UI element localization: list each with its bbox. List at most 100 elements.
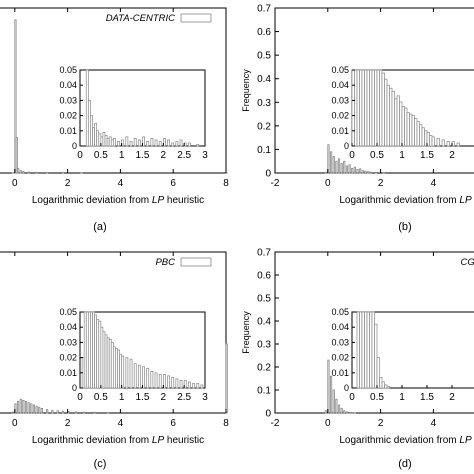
- inset-histogram-bar: [374, 323, 378, 389]
- x-tick-label: 2: [65, 178, 71, 189]
- inset-histogram-bar: [421, 127, 425, 147]
- histogram-bar: [225, 343, 228, 414]
- legend-label: DATA-CENTRIC: [106, 13, 175, 24]
- inset-x-tick-label: 2: [449, 392, 455, 403]
- histogram-bar: [351, 167, 354, 174]
- histogram-bar: [14, 403, 17, 414]
- inset-histogram-bar: [200, 384, 204, 389]
- histogram-bar: [345, 165, 348, 174]
- x-tick-label: 4: [431, 178, 437, 189]
- histogram-bar: [93, 411, 96, 414]
- inset-x-tick-label: 1: [399, 150, 405, 161]
- histogram-bar: [337, 158, 341, 174]
- x-axis-label: Logarithmic deviation from LP heuristic: [32, 195, 204, 206]
- panel-c: 0 2 4 6 8 Logarithmic deviation from LP heuri…: [0, 251, 229, 470]
- inset-y-tick-label: 0: [72, 141, 77, 151]
- x-tick-label: 2: [65, 418, 71, 429]
- x-tick-label: 6: [170, 418, 176, 429]
- inset-histogram-bar: [364, 69, 368, 147]
- inset-y-tick-label: 0.01: [331, 126, 349, 136]
- histogram-bar: [83, 411, 86, 414]
- inset-histogram-bar: [183, 380, 187, 389]
- inset-histogram-bar: [133, 138, 137, 147]
- inset-histogram-bar: [150, 370, 154, 389]
- inset-histogram-bar: [121, 139, 125, 147]
- x-axis-label-part: heuristic: [164, 195, 204, 206]
- inset-histogram-bar: [129, 141, 133, 147]
- inset-histogram-bar: [381, 381, 385, 389]
- histogram-bar: [340, 407, 343, 414]
- x-axis-label-part: Logarithmic deviation from: [32, 195, 152, 206]
- histogram-bar: [27, 402, 30, 414]
- x-axis-label: Logarithmic deviation from LP heuristic: [32, 435, 204, 446]
- histogram-bar: [56, 410, 59, 414]
- histogram-bar: [30, 403, 33, 414]
- histogram-bar: [332, 156, 335, 174]
- inset-y-tick-label: 0.02: [59, 353, 77, 363]
- inset-histogram-bar: [456, 142, 460, 147]
- x-tick-label: 4: [118, 418, 124, 429]
- inset-y-tick-label: 0.04: [59, 322, 77, 332]
- histogram-bar: [35, 171, 38, 174]
- y-tick-label: 0.1: [257, 386, 271, 397]
- histogram-bar: [335, 160, 338, 174]
- x-tick-label: 6: [170, 178, 176, 189]
- inset-y-tick-label: 0.02: [331, 353, 349, 363]
- inset-y-tick-label: 0.04: [331, 80, 349, 90]
- histogram-bar: [361, 170, 364, 174]
- inset-x-tick-label: 0.5: [94, 392, 108, 403]
- inset-histogram-bar: [381, 72, 385, 147]
- inset-histogram-bar: [356, 69, 360, 147]
- y-tick-label: 0.7: [257, 248, 271, 259]
- x-axis-label-part: heuri: [472, 435, 474, 446]
- inset-plot: 0 0.5 1 1.5 2 0 0.01 0.02 0.03 0.04 0.05: [331, 307, 474, 403]
- inset-histogram-bar: [369, 311, 373, 389]
- inset-x-tick-label: 0.5: [370, 150, 384, 161]
- inset-x-tick-label: 1.5: [136, 392, 150, 403]
- inset-x-tick-label: 1: [119, 392, 125, 403]
- inset-x-tick-label: 2.5: [177, 150, 191, 161]
- inset-histogram-bar: [446, 141, 450, 147]
- inset-histogram-bar: [125, 357, 129, 389]
- inset-histogram-bar: [399, 101, 403, 147]
- inset-histogram-bar: [129, 358, 133, 389]
- y-axis-label: Frequency: [241, 311, 251, 354]
- y-tick-label: 0.6: [257, 271, 271, 282]
- inset-histogram-bar: [384, 384, 388, 389]
- histogram-bar: [19, 170, 22, 174]
- inset-histogram-bar: [374, 69, 378, 147]
- histogram-bar: [17, 401, 20, 414]
- inset-x-tick-label: 1: [399, 392, 405, 403]
- inset-histogram-bar: [167, 139, 170, 147]
- inset-histogram-bar: [414, 118, 418, 147]
- legend-label: CGBC: [461, 257, 474, 268]
- inset-histogram-bar: [391, 90, 395, 147]
- histogram-bar: [340, 163, 343, 174]
- inset-histogram-bar: [376, 357, 380, 389]
- y-tick-label: 0.2: [257, 363, 271, 374]
- inset-histogram-bar: [171, 142, 175, 147]
- inset-histogram-bar: [364, 311, 368, 389]
- histogram-bar: [11, 411, 14, 414]
- histogram-bar: [359, 168, 362, 174]
- inset-histogram-bar: [175, 378, 179, 389]
- legend-label: PBC: [155, 257, 175, 268]
- x-tick-label: 4: [118, 178, 124, 189]
- inset-histogram-bar: [366, 69, 370, 147]
- inset-y-tick-label: 0.05: [331, 65, 349, 75]
- x-axis-label-part: LP: [152, 195, 165, 206]
- inset-histogram-bar: [359, 69, 363, 147]
- histogram-bar: [356, 169, 359, 174]
- histogram-bar: [343, 410, 346, 414]
- x-axis-label-part: heuri: [472, 195, 474, 206]
- inset-histogram-bar: [404, 107, 408, 147]
- x-axis-label-part: Logarithmic deviation from: [32, 435, 152, 446]
- x-tick-label: 2: [378, 418, 384, 429]
- inset-histogram-bar: [158, 141, 162, 147]
- inset-plot: 0 0.5 1 1.5 2 2.5 3 0 0.01 0.02 0.03 0.04 0.05: [59, 307, 208, 403]
- inset-y-tick-label: 0: [344, 141, 349, 151]
- inset-histogram-bar: [175, 141, 179, 147]
- inset-x-tick-label: 0: [349, 150, 355, 161]
- inset-histogram-bar: [117, 141, 120, 147]
- histogram-bar: [343, 160, 346, 174]
